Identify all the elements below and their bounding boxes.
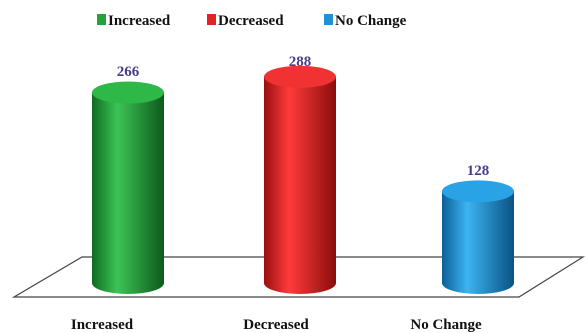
data-label-decreased: 288 (289, 54, 312, 70)
legend-label-increased: Increased (108, 13, 171, 29)
legend-swatch-no-change (324, 14, 333, 25)
bar-body-increased (92, 92, 164, 294)
bar-top-increased (92, 81, 164, 104)
bar-top-no-change (442, 180, 514, 203)
data-label-increased: 266 (117, 64, 140, 80)
legend-label-no-change: No Change (335, 13, 407, 29)
legend-label-decreased: Decreased (218, 13, 284, 29)
data-labels: 266 288 128 (117, 54, 490, 179)
bar-body-no-change (442, 191, 514, 294)
tick-label-decreased: Decreased (243, 317, 309, 333)
bars (92, 65, 514, 294)
bar-increased (92, 81, 164, 294)
x-axis-labels: Increased Decreased No Change (71, 317, 482, 333)
bar-decreased (264, 65, 336, 294)
tick-label-no-change: No Change (410, 317, 482, 333)
bar-no-change (442, 180, 514, 294)
legend: Increased Decreased No Change (97, 13, 407, 29)
legend-swatch-decreased (207, 14, 216, 25)
data-label-no-change: 128 (467, 163, 490, 179)
tick-label-increased: Increased (71, 317, 134, 333)
bar-body-decreased (264, 76, 336, 294)
bar-top-decreased (264, 65, 336, 88)
legend-swatch-increased (97, 14, 106, 25)
